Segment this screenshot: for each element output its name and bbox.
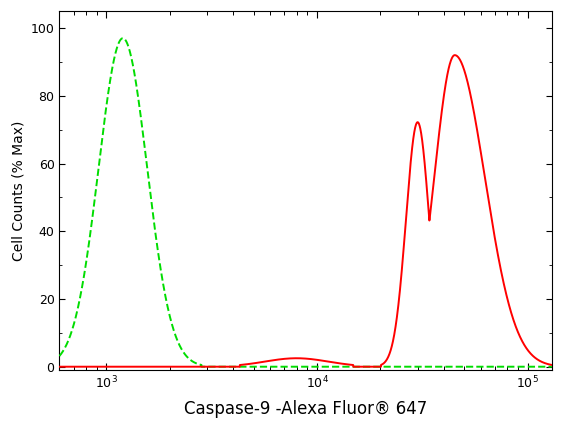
X-axis label: Caspase-9 -Alexa Fluor® 647: Caspase-9 -Alexa Fluor® 647 xyxy=(184,400,427,418)
Y-axis label: Cell Counts (% Max): Cell Counts (% Max) xyxy=(11,121,25,261)
